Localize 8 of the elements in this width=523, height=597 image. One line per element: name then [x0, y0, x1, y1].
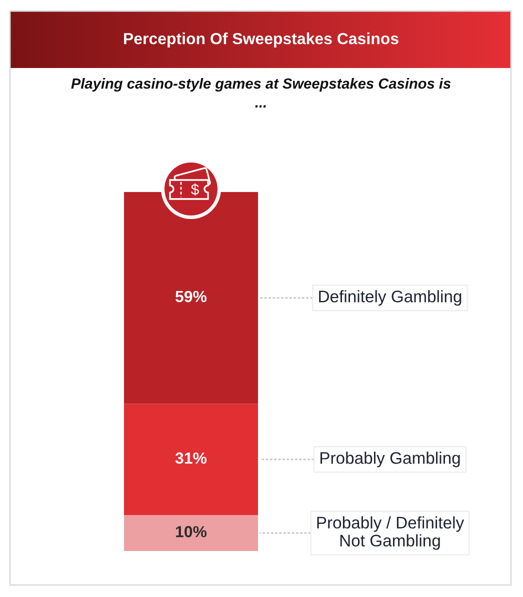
text: Probably / Definitely Not Gambling	[317, 516, 464, 550]
data-label: 31%	[175, 452, 207, 464]
data-label: 10%	[176, 526, 207, 538]
data-label: 59%	[176, 290, 207, 302]
chart-subtitle: Playing casino-style games at Sweepstakes Casinos is ...	[71, 78, 451, 108]
text: Probably Gambling	[320, 452, 460, 468]
text: Definitely Gambling	[319, 290, 462, 306]
chart-title: Perception Of Sweepstakes Casinos	[124, 32, 398, 48]
